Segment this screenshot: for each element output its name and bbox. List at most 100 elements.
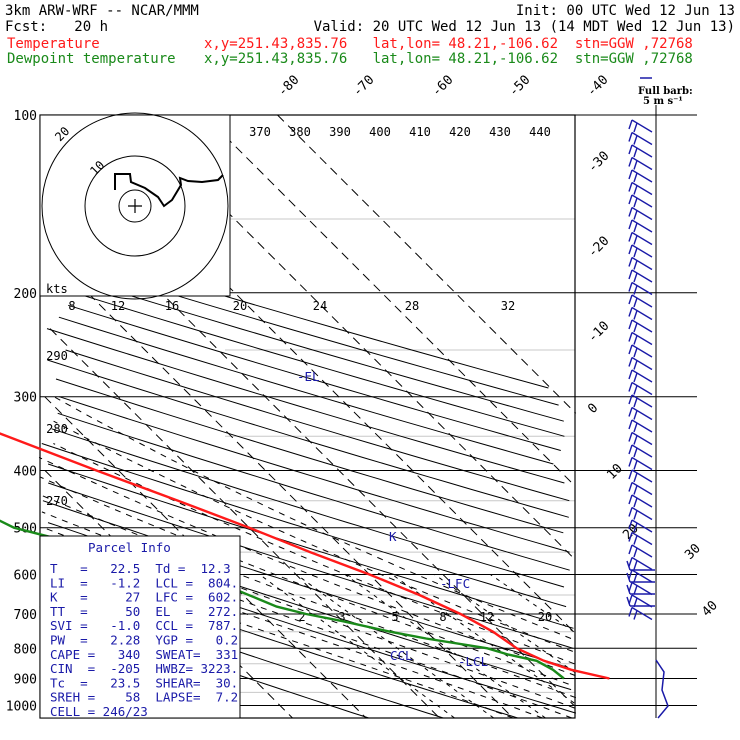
wind-barb-flag	[628, 282, 633, 292]
wind-barb	[631, 219, 653, 233]
wind-barb-flag	[628, 419, 633, 430]
wind-barb-flag	[628, 382, 633, 392]
isotherm-line	[44, 396, 367, 719]
wind-barb-flag	[628, 157, 633, 167]
isotherm-label: -40	[584, 73, 611, 100]
wind-barb-flag	[633, 585, 638, 595]
wind-barb-flag	[633, 410, 638, 420]
wind-barb	[631, 319, 653, 333]
mixing-ratio-label: 16	[165, 299, 179, 313]
theta-label: 430	[489, 125, 511, 139]
wind-barb-flag	[628, 469, 633, 480]
mixing-ratio-label: 24	[313, 299, 327, 313]
dry-adiabat-line	[47, 463, 574, 629]
wind-barb-flag	[628, 344, 633, 355]
wind-barb	[631, 406, 653, 421]
wind-barb-flag	[628, 232, 633, 242]
wind-barb-flag	[628, 607, 633, 617]
mixing-ratio-labels: 8 12 16 20 24 28 32 2 3 5 8 12 20	[68, 299, 552, 624]
isotherm-label: 0	[585, 401, 601, 417]
wind-barb-flag	[633, 135, 638, 145]
plot-frame	[39, 114, 576, 719]
mixing-ratio-label: 20	[538, 610, 552, 624]
wind-barb-flag	[628, 569, 633, 580]
legend-temperature-name: Temperature	[7, 36, 100, 52]
mixing-ratio-label: 12	[480, 610, 494, 624]
wind-barb-flag	[633, 610, 638, 620]
mixing-ratio-line	[490, 574, 574, 633]
wind-barb-flag	[633, 372, 638, 383]
parcel-info-box	[39, 535, 241, 719]
wind-barb-flag	[633, 385, 638, 395]
mixing-ratio-label: 2	[298, 610, 305, 624]
pressure-tick-label: 200	[14, 287, 37, 302]
isotherm-line	[49, 328, 440, 719]
parcel-info-title: Parcel Info	[88, 540, 171, 555]
lcl-annotation: -LCL	[458, 654, 488, 669]
isotherm-label: -60	[429, 73, 456, 100]
wind-barb-flag	[628, 182, 633, 192]
low-level-wind-barbs	[655, 659, 669, 719]
wind-barb-flag	[628, 457, 633, 467]
wind-barb-flag	[633, 147, 638, 158]
wind-barb-flag	[633, 435, 638, 445]
parcel-info-row: CELL = 246/23	[50, 704, 148, 719]
wind-barb	[631, 244, 653, 258]
hodograph-ring	[84, 155, 186, 257]
theta-label: 400	[369, 125, 391, 139]
parcel-info-row: K = 27 LFC = 602.	[50, 590, 238, 605]
wind-barb-flag	[628, 544, 633, 555]
wind-barb	[631, 306, 653, 321]
wind-barb-flag	[633, 572, 638, 583]
wind-barb	[631, 444, 653, 458]
isotherm-label: 40	[699, 598, 721, 620]
wind-barb-flag	[628, 119, 633, 130]
mixing-ratio-line	[296, 574, 494, 719]
dry-adiabat-line	[65, 349, 570, 502]
wind-barb	[631, 281, 653, 296]
wind-barb	[631, 194, 653, 208]
legend-dewpoint-info: x,y=251.43,835.76 lat,lon= 48.21,-106.62…	[204, 51, 693, 67]
wind-barb-flag	[628, 394, 633, 405]
pressure-tick-label: 600	[14, 568, 37, 583]
isotherm-line	[203, 114, 573, 484]
hodograph-ring	[118, 189, 152, 223]
theta-side-label: 290	[46, 349, 68, 363]
wind-barb-flag	[633, 547, 638, 558]
wind-barb	[631, 419, 653, 433]
wind-barb	[631, 556, 653, 571]
lfc-annotation: -LFC	[440, 576, 470, 591]
pressure-tick-label: 300	[14, 391, 37, 406]
mixing-ratio-label: 5	[391, 610, 398, 624]
isotherm-label: -20	[585, 234, 612, 261]
wind-barb-flag	[628, 519, 633, 530]
wind-barb	[631, 531, 653, 546]
isotherm-label: -10	[585, 319, 612, 346]
wind-barb-flag	[633, 322, 638, 333]
parcel-info-rows: T = 22.5 Td = 12.3LI = -1.2 LCL = 804.K …	[50, 561, 238, 719]
wind-barb-flag	[633, 460, 638, 470]
wind-barb	[631, 294, 653, 308]
wind-barb-flag	[633, 122, 638, 133]
wind-barb-flag	[633, 335, 638, 345]
wind-barb-flag	[628, 319, 633, 330]
wind-barb-flag	[628, 257, 633, 267]
temperature-line	[0, 432, 610, 680]
wind-barb-flag	[633, 222, 638, 233]
dry-adiabat-line	[58, 316, 554, 465]
wind-barb-flag	[626, 596, 631, 607]
legend-temperature-info: x,y=251.43,835.76 lat,lon= 48.21,-106.62…	[204, 36, 693, 52]
wind-barb-flag	[628, 307, 633, 317]
dewpoint-line	[0, 519, 565, 680]
wind-barb	[631, 469, 653, 483]
theta-label: 420	[449, 125, 471, 139]
full-barb-value: 5 m s⁻¹	[643, 96, 683, 107]
wind-barb	[631, 456, 653, 471]
wind-barb-flag	[628, 144, 633, 155]
wind-barb-flag	[628, 207, 633, 217]
model-title: 3km ARW-WRF -- NCAR/MMM	[5, 3, 199, 19]
wind-barb-flag	[628, 582, 633, 592]
